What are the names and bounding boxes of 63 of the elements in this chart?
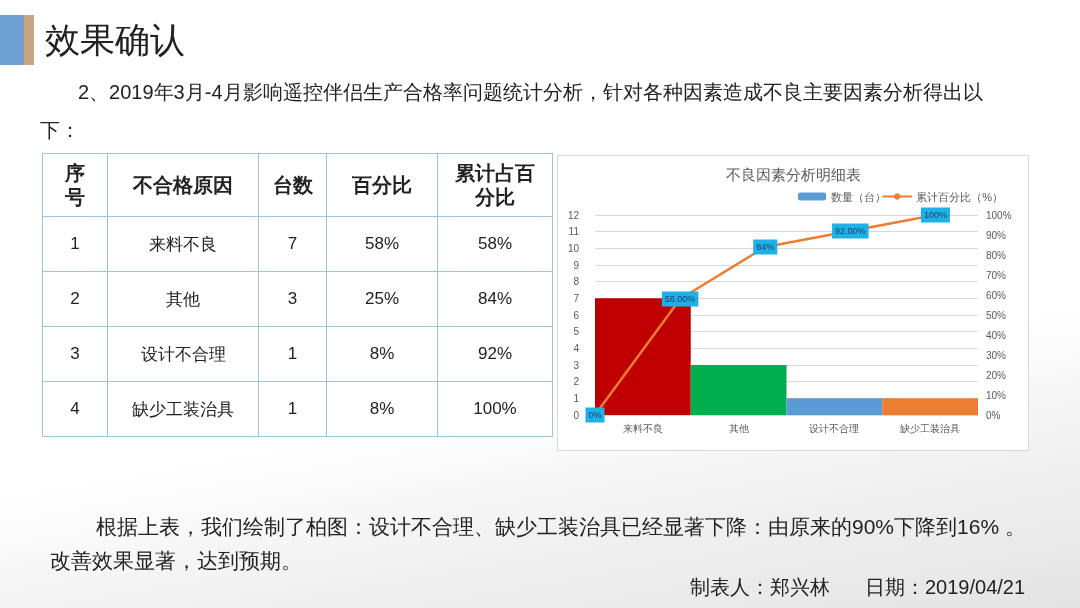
data-label: 7 — [258, 216, 327, 272]
data-label: 1 — [258, 326, 327, 382]
x-tick-label: 其他 — [728, 422, 749, 434]
y-tick-label: 10 — [567, 242, 580, 254]
category-label: 设计不合理 — [107, 326, 259, 382]
data-label: 1 — [42, 216, 108, 272]
x-tick-label: 设计不合理 — [809, 422, 860, 434]
y-tick-label: 5 — [573, 326, 580, 338]
bar — [786, 398, 883, 415]
data-label: 84% — [437, 271, 553, 327]
series-label: 序号 — [42, 153, 108, 217]
legend-label: 累计百分比（%） — [916, 190, 1003, 203]
data-label: 2 — [42, 271, 108, 327]
data-label: 3 — [258, 271, 327, 327]
y-tick-label: 50% — [986, 309, 1007, 321]
text: 台数 — [258, 153, 327, 217]
y-tick-label: 7 — [573, 292, 580, 304]
data-label: 1 — [258, 381, 327, 437]
y-tick-label: 3 — [573, 359, 580, 371]
y-tick-label: 0% — [986, 409, 1001, 421]
text: 百分比 — [326, 153, 438, 217]
y-tick-label: 10% — [986, 389, 1007, 401]
y-tick-label: 1 — [573, 392, 580, 404]
bar — [690, 365, 787, 415]
text: 制表人：郑兴林 — [690, 575, 830, 600]
data-label: 25% — [326, 271, 438, 327]
y-tick-label: 9 — [573, 259, 580, 271]
chart-title: 不良因素分析明细表 — [725, 166, 861, 183]
data-label: 8% — [326, 326, 438, 382]
text: 累计占百分比 — [437, 153, 553, 217]
data-label: 4 — [42, 381, 108, 437]
x-tick-label: 来料不良 — [622, 422, 663, 434]
text: 根据上表，我们绘制了柏图：设计不合理、缺少工装治具已经显著下降：由原来的90%下降到16% 。改善效果显著，达到预期。 — [50, 515, 1026, 572]
y-tick-label: 60% — [986, 289, 1007, 301]
y-tick-label: 8 — [573, 276, 580, 288]
y-tick-label: 40% — [986, 329, 1007, 341]
data-label: 0% — [588, 410, 602, 420]
y-tick-label: 80% — [986, 249, 1007, 261]
legend-label: 数量（台） — [831, 190, 886, 203]
data-label: 58% — [326, 216, 438, 272]
y-tick-label: 20% — [986, 369, 1007, 381]
y-tick-label: 70% — [986, 269, 1007, 281]
y-tick-label: 11 — [568, 226, 580, 238]
y-tick-label: 30% — [986, 349, 1007, 361]
text: 不合格原因 — [107, 153, 259, 217]
y-tick-label: 0 — [573, 409, 580, 421]
bar — [882, 398, 978, 415]
y-tick-label: 12 — [567, 209, 580, 221]
data-label: 58% — [437, 216, 553, 272]
y-tick-label: 90% — [986, 229, 1007, 241]
y-tick-label: 6 — [573, 309, 580, 321]
data-label: 8% — [326, 381, 438, 437]
text: 2、2019年3月-4月影响遥控伴侣生产合格率问题统计分析，针对各种因素造成不良主要因素分析得出以下： — [40, 80, 984, 143]
text: 日期：2019/04/21 — [865, 575, 1026, 600]
y-tick-label: 4 — [573, 342, 580, 354]
data-label: 92% — [437, 326, 553, 382]
x-tick-label: 缺少工装治具 — [900, 422, 961, 434]
y-tick-label: 100% — [986, 209, 1012, 221]
data-label: 3 — [42, 326, 108, 382]
category-label: 来料不良 — [107, 216, 259, 272]
text: 效果确认 — [45, 19, 185, 61]
y-tick-label: 2 — [573, 376, 580, 388]
category-label: 其他 — [107, 271, 259, 327]
